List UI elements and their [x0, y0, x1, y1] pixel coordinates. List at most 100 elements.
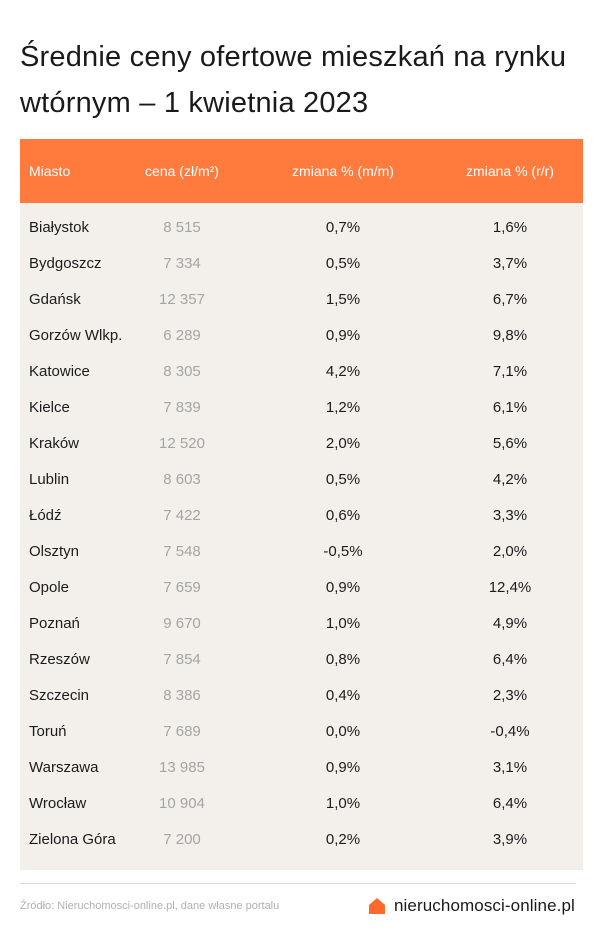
table-body: Białystok 8 515 0,7% 1,6% Bydgoszcz 7 334 0,5%…: [20, 209, 583, 857]
cell-change-rr: 2,0%: [492, 543, 528, 560]
cell-price: 12 357: [159, 291, 205, 308]
cell-price: 7 422: [163, 507, 201, 524]
cell-change-mm: 0,7%: [325, 219, 361, 236]
cell-city: Olsztyn: [29, 543, 80, 560]
cell-change-rr: 3,7%: [492, 255, 528, 272]
cell-city: Łódź: [29, 507, 62, 524]
table-row: Zielona Góra 7 200 0,2% 3,9%: [20, 821, 583, 857]
cell-price: 8 305: [163, 363, 201, 380]
table-row: Gdańsk 12 357 1,5% 6,7%: [20, 281, 583, 317]
cell-city: Rzeszów: [29, 651, 90, 668]
table-row: Poznań 9 670 1,0% 4,9%: [20, 605, 583, 641]
table-row: Toruń 7 689 0,0% -0,4%: [20, 713, 583, 749]
house-icon: [369, 898, 385, 914]
table-row: Białystok 8 515 0,7% 1,6%: [20, 209, 583, 245]
cell-change-mm: 0,2%: [325, 831, 361, 848]
footer-divider: [20, 883, 576, 884]
column-header-city: Miasto: [29, 163, 71, 179]
cell-city: Katowice: [29, 363, 90, 380]
cell-price: 10 904: [159, 795, 205, 812]
cell-city: Warszawa: [29, 759, 99, 776]
cell-change-mm: 2,0%: [325, 435, 361, 452]
cell-city: Lublin: [29, 471, 70, 488]
cell-change-mm: 0,9%: [325, 759, 361, 776]
cell-change-rr: 4,2%: [492, 471, 528, 488]
cell-change-rr: 2,3%: [492, 687, 528, 704]
column-header-change-rr: zmiana % (r/r): [466, 163, 554, 179]
table-row: Gorzów Wlkp. 6 289 0,9% 9,8%: [20, 317, 583, 353]
cell-change-mm: 0,4%: [325, 687, 361, 704]
cell-price: 8 386: [163, 687, 201, 704]
cell-change-mm: -0,5%: [323, 543, 363, 560]
table-row: Opole 7 659 0,9% 12,4%: [20, 569, 583, 605]
cell-change-mm: 0,9%: [325, 579, 361, 596]
brand-logo: nieruchomosci-online.pl: [368, 894, 575, 918]
table-row: Kielce 7 839 1,2% 6,1%: [20, 389, 583, 425]
cell-city: Szczecin: [29, 687, 90, 704]
cell-change-rr: 12,4%: [488, 579, 532, 596]
cell-city: Toruń: [29, 723, 67, 740]
cell-change-rr: 5,6%: [492, 435, 528, 452]
cell-change-mm: 1,0%: [325, 615, 361, 632]
cell-price: 8 515: [163, 219, 201, 236]
cell-city: Opole: [29, 579, 70, 596]
cell-price: 7 854: [163, 651, 201, 668]
cell-change-mm: 1,5%: [325, 291, 361, 308]
cell-change-mm: 0,5%: [325, 255, 361, 272]
cell-change-mm: 1,2%: [325, 399, 361, 416]
cell-price: 7 659: [163, 579, 201, 596]
cell-city: Wrocław: [29, 795, 87, 812]
cell-change-mm: 0,6%: [325, 507, 361, 524]
cell-city: Kielce: [29, 399, 70, 416]
cell-price: 13 985: [159, 759, 205, 776]
page-title: Średnie ceny ofertowe mieszkań na rynku …: [20, 41, 567, 119]
column-header-change-mm: zmiana % (m/m): [292, 163, 394, 179]
brand-name: nieruchomosci-online.pl: [394, 896, 575, 915]
cell-price: 6 289: [163, 327, 201, 344]
cell-city: Kraków: [29, 435, 80, 452]
table-header: Miasto cena (zł/m²) zmiana % (m/m) zmian…: [20, 139, 583, 203]
cell-change-rr: 3,1%: [492, 759, 528, 776]
cell-change-rr: 7,1%: [492, 363, 528, 380]
table-row: Kraków 12 520 2,0% 5,6%: [20, 425, 583, 461]
table-row: Łódź 7 422 0,6% 3,3%: [20, 497, 583, 533]
cell-change-rr: 6,4%: [492, 795, 528, 812]
cell-change-mm: 1,0%: [325, 795, 361, 812]
cell-change-mm: 0,5%: [325, 471, 361, 488]
column-header-price: cena (zł/m²): [145, 163, 219, 179]
cell-change-mm: 4,2%: [325, 363, 361, 380]
cell-city: Poznań: [29, 615, 80, 632]
cell-change-mm: 0,0%: [325, 723, 361, 740]
cell-city: Gorzów Wlkp.: [29, 327, 123, 344]
cell-price: 9 670: [163, 615, 201, 632]
cell-city: Gdańsk: [29, 291, 81, 308]
cell-price: 7 548: [163, 543, 201, 560]
price-table: Miasto cena (zł/m²) zmiana % (m/m) zmian…: [20, 139, 583, 870]
cell-change-rr: 1,6%: [492, 219, 528, 236]
table-row: Katowice 8 305 4,2% 7,1%: [20, 353, 583, 389]
table-row: Wrocław 10 904 1,0% 6,4%: [20, 785, 583, 821]
cell-city: Zielona Góra: [29, 831, 116, 848]
cell-city: Bydgoszcz: [29, 255, 102, 272]
table-row: Rzeszów 7 854 0,8% 6,4%: [20, 641, 583, 677]
cell-city: Białystok: [29, 219, 90, 236]
cell-price: 7 689: [163, 723, 201, 740]
cell-change-rr: -0,4%: [490, 723, 530, 740]
cell-price: 7 334: [163, 255, 201, 272]
cell-change-rr: 6,4%: [492, 651, 528, 668]
cell-change-rr: 3,9%: [492, 831, 528, 848]
cell-price: 12 520: [159, 435, 205, 452]
cell-change-rr: 6,7%: [492, 291, 528, 308]
table-row: Warszawa 13 985 0,9% 3,1%: [20, 749, 583, 785]
cell-change-rr: 3,3%: [492, 507, 528, 524]
cell-price: 8 603: [163, 471, 201, 488]
table-row: Bydgoszcz 7 334 0,5% 3,7%: [20, 245, 583, 281]
table-row: Szczecin 8 386 0,4% 2,3%: [20, 677, 583, 713]
cell-change-mm: 0,8%: [325, 651, 361, 668]
table-row: Lublin 8 603 0,5% 4,2%: [20, 461, 583, 497]
source-note: Źródło: Nieruchomosci-online.pl, dane wł…: [20, 900, 280, 912]
table-row: Olsztyn 7 548 -0,5% 2,0%: [20, 533, 583, 569]
cell-change-mm: 0,9%: [325, 327, 361, 344]
cell-change-rr: 9,8%: [492, 327, 528, 344]
cell-price: 7 200: [163, 831, 201, 848]
